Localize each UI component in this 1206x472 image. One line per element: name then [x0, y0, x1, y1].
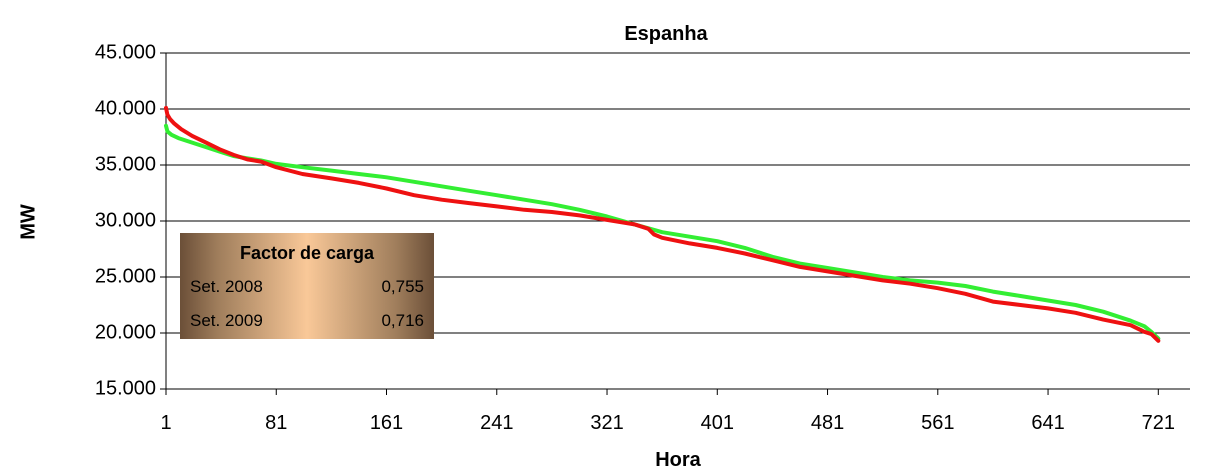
x-tick-label: 721 [1142, 412, 1175, 434]
y-tick-label: 40.000 [95, 97, 156, 119]
x-tick-label: 641 [1031, 412, 1064, 434]
x-tick-label: 241 [480, 412, 513, 434]
load-factor-box: Factor de carga Set. 2008 0,755 Set. 200… [180, 233, 434, 339]
load-factor-row-value: 0,755 [381, 277, 424, 296]
x-axis-title: Hora [655, 449, 701, 471]
y-tick-label: 25.000 [95, 265, 156, 287]
y-axis-title: MW [17, 204, 39, 240]
series-layer [164, 105, 1161, 343]
x-tick-label: 321 [590, 412, 623, 434]
y-tick-label: 35.000 [95, 153, 156, 175]
x-tick-label: 161 [370, 412, 403, 434]
x-tick-label: 401 [701, 412, 734, 434]
load-factor-row-label: Set. 2008 [190, 277, 263, 296]
axes-layer: 15.000 20.000 25.000 30.000 35.000 40.000 45.0… [95, 41, 1190, 434]
load-factor-row-value: 0,716 [381, 311, 424, 330]
load-factor-box-title: Factor de carga [240, 243, 375, 263]
chart-title: Espanha [624, 23, 708, 45]
y-tick-label: 45.000 [95, 41, 156, 63]
series-line-2 [164, 105, 1161, 343]
load-factor-row-label: Set. 2009 [190, 311, 263, 330]
y-tick-label: 30.000 [95, 209, 156, 231]
x-tick-label: 1 [160, 412, 171, 434]
x-tick-label: 561 [921, 412, 954, 434]
x-tick-label: 481 [811, 412, 844, 434]
y-tick-label: 15.000 [95, 377, 156, 399]
x-tick-label: 81 [265, 412, 287, 434]
load-factor-box-background [180, 233, 434, 339]
y-tick-label: 20.000 [95, 321, 156, 343]
